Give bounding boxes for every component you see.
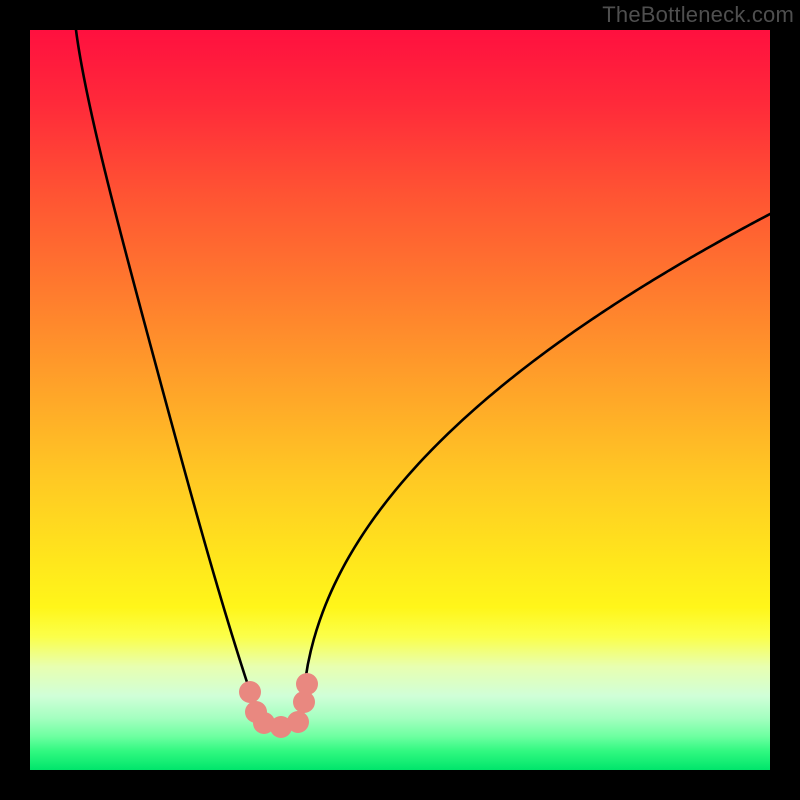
chart-svg bbox=[0, 0, 800, 800]
marker-dot bbox=[287, 711, 309, 733]
gradient-background bbox=[30, 30, 770, 770]
marker-dot bbox=[239, 681, 261, 703]
marker-dot bbox=[296, 673, 318, 695]
chart-stage: TheBottleneck.com bbox=[0, 0, 800, 800]
